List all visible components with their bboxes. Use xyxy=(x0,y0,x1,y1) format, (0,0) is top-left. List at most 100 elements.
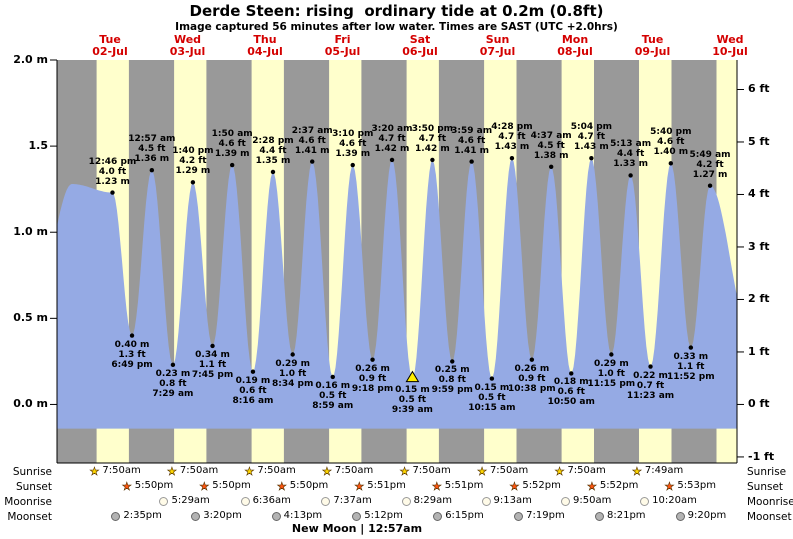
astro-time: 8:29am xyxy=(413,495,452,506)
sunset-star-icon: ★ xyxy=(664,479,675,493)
y-axis-label-right: 3 ft xyxy=(748,239,770,253)
astro-row-label-left: Sunrise xyxy=(12,466,52,478)
astro-row-label-right: Moonset xyxy=(747,511,792,523)
moonset-icon xyxy=(514,511,524,521)
sunrise-star-icon: ★ xyxy=(89,464,100,478)
sunrise-entry: ★ 7:50am xyxy=(322,465,373,477)
moonrise-icon xyxy=(240,496,250,506)
high-tide-label: 2:37 am 4.6 ft 1.41 m xyxy=(291,125,333,156)
day-label: Wed 10-Jul xyxy=(712,33,748,58)
sunrise-entry: ★ 7:50am xyxy=(244,464,295,478)
sunrise-star-icon: ★ xyxy=(477,464,487,478)
y-axis-label-left: 1.0 m xyxy=(13,225,48,239)
astro-time: 5:52pm xyxy=(599,480,639,491)
astro-time: 7:49am xyxy=(644,465,684,476)
tide-extreme-point xyxy=(688,345,694,350)
moonrise-icon xyxy=(159,496,169,506)
y-axis-label-left: 0.0 m xyxy=(13,397,48,411)
astro-time: 5:50pm xyxy=(134,480,174,491)
low-tide-label: 0.15 m 0.5 ft 9:39 am xyxy=(391,384,433,415)
astro-row-label-left: Sunset xyxy=(15,481,52,493)
astro-time: 5:51pm xyxy=(367,480,406,491)
y-axis-label-left: 1.5 xyxy=(28,139,49,153)
sunset-entry: ★ 5:52pm xyxy=(587,480,639,492)
y-axis-label-right: 5 ft xyxy=(748,134,770,148)
astro-time: 7:37am xyxy=(333,495,372,506)
high-tide-label: 5:49 am 4.2 ft 1.27 m xyxy=(689,149,731,180)
tide-extreme-point xyxy=(450,359,455,364)
sunrise-star-icon: ★ xyxy=(554,464,565,478)
astro-time: 7:50am xyxy=(179,465,219,476)
chart-subtitle: Image captured 56 minutes after low wate… xyxy=(175,21,618,33)
high-tide-label: 1:40 pm 4.2 ft 1.29 m xyxy=(172,146,214,177)
moonrise-icon xyxy=(561,496,571,506)
low-tide-label: 0.22 m 0.7 ft 11:23 am xyxy=(626,370,675,401)
tide-extreme-point xyxy=(270,169,276,175)
moonset-icon xyxy=(191,511,201,521)
low-tide-label: 0.29 m 1.0 ft 11:15 pm xyxy=(587,358,636,389)
tide-extreme-point xyxy=(389,157,395,163)
sunset-entry: ★ 5:50pm xyxy=(276,479,329,493)
tide-extreme-point xyxy=(210,343,215,349)
sunset-star-icon: ★ xyxy=(199,479,210,493)
low-tide-label: 0.15 m 0.5 ft 10:15 am xyxy=(468,382,516,413)
low-tide-label: 0.40 m 1.3 ft 6:49 pm xyxy=(111,339,153,370)
low-tide-label: 0.16 m 0.5 ft 8:59 am xyxy=(312,380,354,411)
tide-extreme-point xyxy=(110,190,115,195)
moonrise-entry: 5:29am xyxy=(159,495,210,507)
tide-extreme-point xyxy=(589,155,594,161)
sunset-star-icon: ★ xyxy=(431,479,442,493)
high-tide-label: 4:28 pm 4.7 ft 1.43 m xyxy=(491,122,533,153)
day-label: Wed 03-Jul xyxy=(169,33,206,58)
tide-extreme-point xyxy=(609,352,614,357)
astro-time: 6:15pm xyxy=(445,510,484,521)
sunset-star-icon: ★ xyxy=(276,479,287,493)
astro-time: 4:13pm xyxy=(283,510,323,521)
moonrise-icon xyxy=(640,496,650,506)
moonrise-entry: 7:37am xyxy=(321,495,372,507)
tide-extreme-point xyxy=(350,162,355,168)
tide-extreme-point xyxy=(229,162,235,168)
day-label: Tue 09-Jul xyxy=(634,33,671,58)
astro-time: 8:21pm xyxy=(606,510,646,521)
moonset-entry: 5:12pm xyxy=(352,510,403,522)
sunset-star-icon: ★ xyxy=(121,479,132,493)
tide-extreme-point xyxy=(170,362,176,368)
tide-extreme-point xyxy=(648,364,653,369)
astro-time: 5:29am xyxy=(171,495,210,506)
tide-extreme-point xyxy=(569,371,574,376)
moonrise-icon xyxy=(481,496,491,506)
moonset-entry: 2:35pm xyxy=(111,510,162,522)
tide-extreme-point xyxy=(250,369,256,374)
chart-title: Derde Steen: rising ordinary tide at 0.2… xyxy=(189,2,604,20)
high-tide-label: 3:20 am 4.7 ft 1.42 m xyxy=(371,123,413,154)
tide-extreme-point xyxy=(628,173,633,178)
moonset-entry: 7:19pm xyxy=(514,510,565,522)
moonset-icon xyxy=(594,511,604,521)
low-tide-label: 0.25 m 0.8 ft 9:59 pm xyxy=(431,365,473,396)
sunrise-entry: ★ 7:50am xyxy=(89,464,140,478)
astro-time: 7:50am xyxy=(334,465,374,476)
tide-extreme-point xyxy=(668,161,674,166)
y-axis-label-left: 2.0 m xyxy=(13,53,48,66)
low-tide-label: 0.26 m 0.9 ft 9:18 pm xyxy=(351,363,394,394)
tide-extreme-point xyxy=(430,157,435,163)
day-label: Fri 05-Jul xyxy=(324,33,361,58)
moonrise-entry: 9:50am xyxy=(561,495,611,507)
high-tide-label: 5:04 pm 4.7 ft 1.43 m xyxy=(570,122,613,153)
moonrise-entry: 8:29am xyxy=(401,495,452,507)
low-tide-label: 0.23 m 0.8 ft 7:29 am xyxy=(152,368,194,399)
astro-time: 10:20am xyxy=(652,495,697,506)
astro-time: 9:50am xyxy=(573,495,612,506)
sunset-entry: ★ 5:50pm xyxy=(121,479,174,493)
sunset-entry: ★ 5:51pm xyxy=(354,480,406,492)
astro-time: 9:13am xyxy=(493,495,532,506)
high-tide-label: 5:13 am 4.4 ft 1.33 m xyxy=(610,139,652,170)
tide-extreme-point xyxy=(707,183,713,188)
astro-row-label-right: Sunrise xyxy=(747,466,787,478)
high-tide-label: 3:59 am 4.6 ft 1.41 m xyxy=(451,125,493,156)
sunrise-star-icon: ★ xyxy=(244,464,255,478)
sunrise-entry: ★ 7:50am xyxy=(399,465,450,477)
